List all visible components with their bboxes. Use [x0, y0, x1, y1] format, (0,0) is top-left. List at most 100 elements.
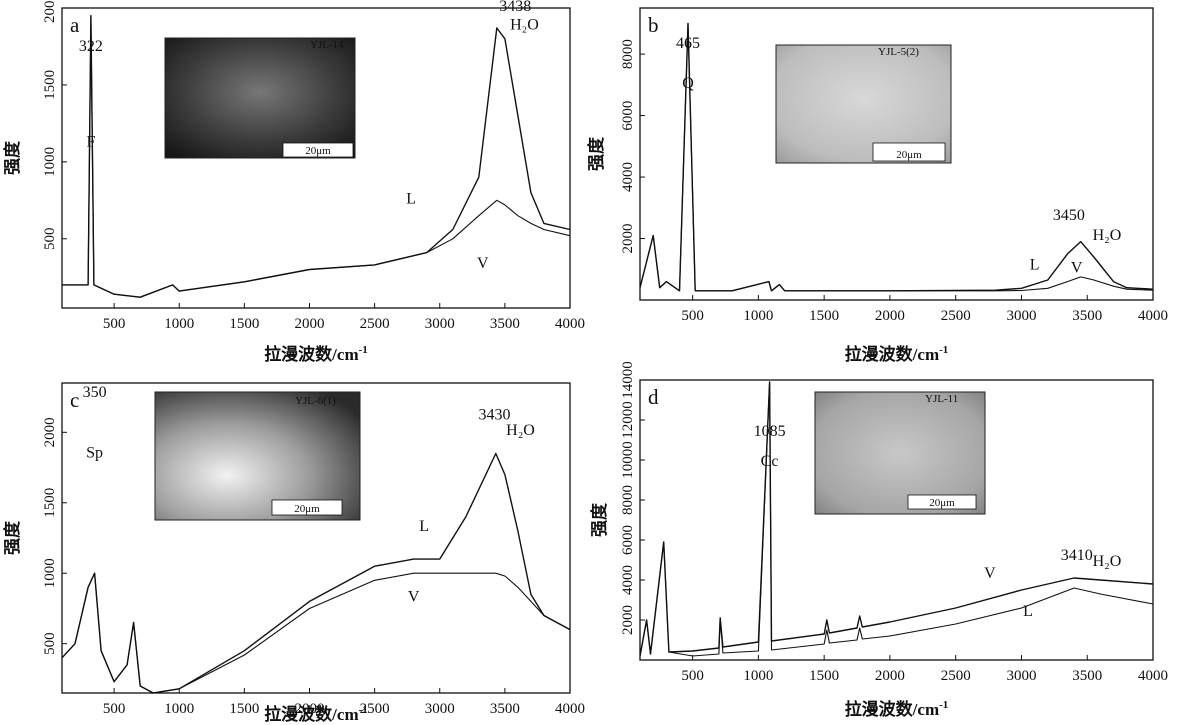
panel-c: 500 1000 1500 2000 2500 3000 3500 4000 500 1000 15…: [2, 382, 585, 724]
annotation: F: [86, 133, 95, 150]
annotation: 350: [83, 384, 107, 401]
y-axis-label: 强度: [586, 136, 606, 171]
x-tick-label: 1500: [229, 316, 259, 332]
y-tick-label: 4000: [620, 162, 636, 192]
x-tick-label: 3500: [490, 701, 520, 717]
photo-label: YJL-5(2): [878, 46, 919, 58]
x-tick-label: 3500: [1072, 308, 1102, 324]
y-tick-label: 2000: [620, 224, 636, 254]
x-tick-label: 2000: [875, 308, 905, 324]
panel-d: 500 1000 1500 2000 2500 3000 3500 4000 2000 4000 6…: [589, 361, 1168, 719]
x-tick-label: 4000: [555, 701, 585, 717]
x-tick-label: 500: [103, 316, 126, 332]
x-axis-label: 拉漫波数/cm-1: [845, 344, 949, 364]
x-tick-label: 3500: [490, 316, 520, 332]
annotation: L: [1023, 603, 1033, 620]
x-tick-label: 1500: [229, 701, 259, 717]
scale-bar-label: 20μm: [896, 149, 922, 161]
panel-a: 500 1000 1500 2000 2500 3000 3500 4000 500 1000 15…: [2, 0, 585, 364]
y-tick-label: 2000: [42, 0, 58, 23]
x-tick-label: 2500: [941, 668, 971, 684]
photo-label: YJL-11: [925, 393, 958, 405]
x-tick-label: 1000: [743, 308, 773, 324]
y-axis-label: 强度: [589, 502, 609, 537]
annotation: V: [477, 255, 489, 272]
annotation: Cc: [761, 453, 779, 470]
x-tick-label: 3500: [1072, 668, 1102, 684]
y-tick-label: 6000: [620, 101, 636, 131]
panel-b: 500 1000 1500 2000 2500 3000 3500 4000 2000 4000 6…: [586, 7, 1168, 364]
y-tick-label: 12000: [620, 401, 636, 439]
y-axis-label: 强度: [2, 140, 22, 175]
x-tick-label: 500: [103, 701, 126, 717]
y-tick-label: 8000: [620, 39, 636, 69]
series-line-2: [639, 22, 1154, 292]
annotation: 3450: [1053, 207, 1085, 224]
x-axis-label: 拉漫波数/cm-1: [264, 344, 368, 364]
y-tick-label: 10000: [620, 441, 636, 479]
panel-label: a: [70, 13, 80, 37]
micrograph-inset: [154, 391, 361, 521]
plot-frame: [639, 7, 1154, 301]
x-tick-label: 1000: [164, 316, 194, 332]
x-tick-label: 2000: [294, 316, 324, 332]
y-tick-label: 1000: [42, 147, 58, 177]
x-tick-label: 3000: [1006, 308, 1036, 324]
x-tick-label: 1500: [809, 668, 839, 684]
x-tick-label: 2500: [360, 701, 390, 717]
y-tick-label: 6000: [620, 525, 636, 555]
x-tick-label: 2500: [360, 316, 390, 332]
series-line-2: [61, 572, 571, 694]
x-tick-label: 500: [681, 668, 704, 684]
x-axis-label: 拉漫波数/cm-1: [264, 704, 368, 724]
y-tick-label: 500: [42, 632, 58, 655]
annotation: H₂O: [1093, 553, 1122, 570]
x-tick-label: 2000: [294, 701, 324, 717]
y-tick-label: 4000: [620, 565, 636, 595]
annotation: Sp: [86, 445, 103, 462]
micrograph-inset: [164, 37, 356, 159]
x-tick-label: 4000: [1138, 668, 1168, 684]
plot-frame: [639, 379, 1154, 661]
y-tick-label: 500: [42, 228, 58, 251]
y-tick-label: 1500: [42, 488, 58, 518]
x-tick-label: 500: [681, 308, 704, 324]
annotation: 465: [676, 35, 700, 52]
panel-label: c: [70, 388, 79, 412]
x-tick-label: 1500: [809, 308, 839, 324]
scale-bar-label: 20μm: [294, 503, 320, 515]
x-tick-label: 4000: [1138, 308, 1168, 324]
scale-bar-box: [271, 499, 343, 516]
y-tick-label: 14000: [620, 361, 636, 399]
scale-bar-label: 20μm: [929, 497, 955, 509]
annotation: H₂O: [510, 17, 539, 34]
series-line-2: [639, 381, 1154, 657]
scale-bar-label: 20μm: [305, 145, 331, 157]
annotation: L: [419, 518, 429, 535]
x-tick-label: 4000: [555, 316, 585, 332]
x-axis-label-superscript: -1: [359, 344, 368, 356]
annotation: 3438: [499, 0, 531, 15]
x-tick-label: 2500: [941, 308, 971, 324]
annotation: 1085: [754, 423, 786, 440]
y-tick-label: 8000: [620, 485, 636, 515]
x-tick-label: 1000: [164, 701, 194, 717]
plot-frame: [61, 382, 571, 694]
x-axis-label: 拉漫波数/cm-1: [845, 699, 949, 719]
annotation: 3430: [478, 407, 510, 424]
plot-frame: [61, 7, 571, 309]
annotation: H₂O: [506, 422, 535, 439]
y-tick-label: 1500: [42, 70, 58, 100]
series-line-2: [62, 15, 571, 298]
annotation: H₂O: [1093, 227, 1122, 244]
micrograph-inset: [814, 391, 986, 515]
annotation: L: [1030, 256, 1040, 273]
scale-bar-box: [872, 142, 946, 162]
annotation: 3410: [1061, 547, 1093, 564]
scale-bar-box: [907, 494, 977, 510]
panel-label: d: [648, 385, 659, 409]
annotation: L: [406, 190, 416, 207]
photo-label: YJL-14: [310, 39, 344, 51]
x-axis-label-superscript: -1: [359, 704, 368, 716]
